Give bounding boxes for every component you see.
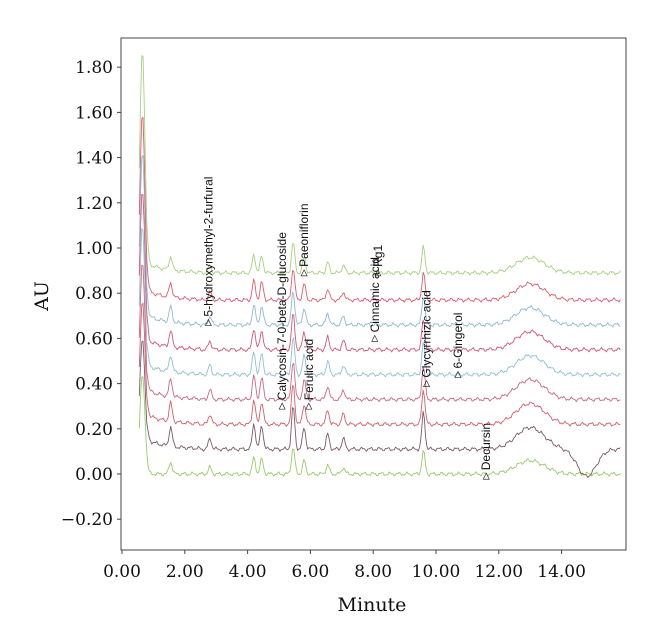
peak-marker — [204, 318, 212, 326]
x-tick-label: 2.00 — [166, 562, 204, 582]
y-tick-label: 0.80 — [75, 284, 113, 304]
y-tick-label: 1.80 — [75, 58, 113, 78]
trace-line — [138, 376, 621, 477]
peak-label: 6-Gingerol — [451, 313, 465, 369]
peak-marker — [454, 370, 462, 378]
peak-label: Ferulic acid — [302, 339, 316, 400]
y-tick-label: 1.60 — [75, 103, 113, 123]
peak-label: Paeoniflorin — [297, 203, 311, 266]
peak-label: Cinnamic acid — [368, 257, 382, 332]
x-tick-label: 10.00 — [412, 562, 461, 582]
y-axis-title: AU — [31, 281, 53, 312]
trace-line — [138, 193, 621, 353]
y-tick-label: 0.20 — [75, 420, 113, 440]
peak-marker — [305, 402, 313, 410]
y-tick-label: 0.40 — [75, 375, 113, 395]
y-axis-ticks: 1.80 1.60 1.40 1.20 1.00 0.80 0.60 0.40 0.20 0.00… — [61, 58, 121, 530]
y-tick-label: −0.20 — [61, 510, 113, 530]
y-tick-label: 1.00 — [75, 239, 113, 259]
y-tick-label: 1.40 — [75, 149, 113, 169]
trace-line — [138, 227, 621, 378]
x-tick-label: 0.00 — [103, 562, 141, 582]
x-tick-label: 12.00 — [474, 562, 523, 582]
peak-marker — [423, 379, 431, 387]
peak-label: Rg1 — [371, 245, 385, 267]
trace-line — [138, 340, 621, 478]
y-tick-label: 1.20 — [75, 194, 113, 214]
y-tick-label: 0.60 — [75, 329, 113, 349]
plot-frame — [120, 37, 627, 551]
trace-line — [138, 55, 621, 276]
x-axis-title: Minute — [338, 594, 407, 616]
peak-marker — [300, 269, 308, 277]
peak-annotations: 5-hydroxymethyl-2-furfural Calycosin-7-0-… — [201, 177, 493, 480]
peak-label: Decursin — [479, 423, 493, 470]
trace-line — [138, 116, 621, 303]
trace-line — [138, 154, 621, 328]
peak-label: 5-hydroxymethyl-2-furfural — [201, 177, 215, 317]
peak-label: Calycosin-7-0-beta-D-glucoside — [275, 232, 289, 400]
y-tick-label: 0.00 — [75, 465, 113, 485]
x-tick-label: 6.00 — [291, 562, 329, 582]
peak-marker — [371, 334, 379, 342]
x-tick-label: 4.00 — [229, 562, 267, 582]
peak-marker — [482, 472, 490, 480]
chromatogram-traces — [138, 55, 621, 478]
peak-marker — [278, 402, 286, 410]
trace-line — [138, 264, 621, 403]
trace-line — [138, 302, 621, 427]
peak-marker — [374, 269, 382, 277]
peak-label: Glycyrrhizic acid — [420, 290, 434, 377]
x-axis-ticks: 0.00 2.00 4.00 6.00 8.00 10.00 12.00 14.00 — [103, 550, 586, 582]
x-tick-label: 8.00 — [354, 562, 392, 582]
x-tick-label: 14.00 — [537, 562, 586, 582]
